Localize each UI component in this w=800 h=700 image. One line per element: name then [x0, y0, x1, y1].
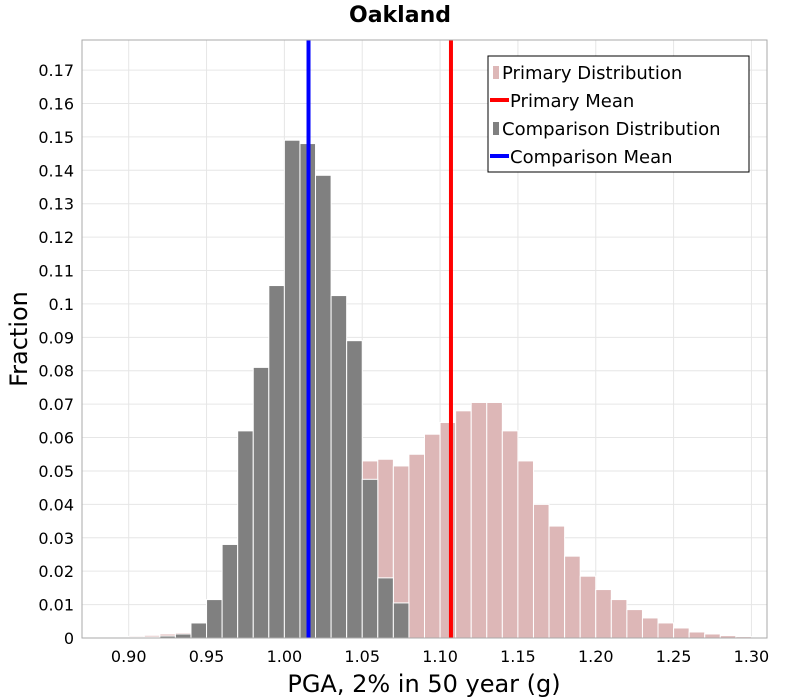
y-tick-label: 0.03	[38, 529, 74, 548]
x-tick-label: 1.20	[578, 647, 614, 666]
x-tick-label: 0.95	[189, 647, 225, 666]
y-tick-label: 0.01	[38, 596, 74, 615]
primary-bar	[564, 555, 581, 639]
y-tick-label: 0.02	[38, 562, 74, 581]
comparison-bar	[206, 599, 223, 639]
primary-bar	[532, 503, 550, 639]
legend-label-primary-distribution: Primary Distribution	[502, 63, 682, 84]
y-tick-label: 0.11	[38, 262, 74, 281]
comparison-bar	[221, 543, 239, 639]
mean-lines-layer	[306, 40, 453, 638]
comparison-bar	[252, 366, 270, 639]
y-tick-label: 0.04	[38, 495, 74, 514]
plot-area-frame	[81, 39, 768, 639]
x-axis-label: PGA, 2% in 50 year (g)	[287, 670, 560, 698]
x-tick-label: 1.30	[734, 647, 770, 666]
y-tick-label: 0.15	[38, 128, 74, 147]
legend-label-comparison-mean: Comparison Mean	[510, 147, 673, 168]
bars-layer	[97, 139, 752, 639]
primary-bar	[626, 609, 643, 639]
primary-bar	[688, 631, 706, 639]
x-tick-label: 1.00	[267, 647, 303, 666]
primary-bar	[641, 617, 659, 639]
comparison-bar	[283, 139, 301, 639]
primary-bar	[408, 453, 426, 639]
primary-bar	[673, 627, 690, 639]
primary-bar	[657, 622, 675, 639]
x-tick-label: 0.90	[111, 647, 147, 666]
primary-bar	[455, 410, 472, 639]
comparison-bar	[392, 602, 410, 639]
y-tick-label: 0.06	[38, 429, 74, 448]
comparison-bar	[315, 174, 332, 639]
legend-swatch-primary-distribution	[493, 66, 499, 79]
y-tick-label: 0.05	[38, 462, 74, 481]
primary-bar	[595, 589, 612, 639]
primary-bar	[501, 430, 519, 639]
y-axis-ticks: 0 0.01 0.02 0.03 0.04 0.05 0.06 0.07 0.08 0.09 0.1…	[38, 61, 74, 648]
comparison-bar	[268, 285, 285, 639]
x-tick-label: 1.10	[422, 647, 458, 666]
primary-bar	[517, 460, 534, 639]
legend-label-comparison-distribution: Comparison Distribution	[502, 119, 721, 140]
primary-bar	[704, 633, 721, 639]
comparison-bar	[330, 295, 348, 639]
x-tick-label: 1.15	[500, 647, 536, 666]
y-tick-label: 0.1	[49, 295, 74, 314]
x-axis-ticks: 0.90 0.95 1.00 1.05 1.10 1.15 1.20 1.25 1.30	[111, 647, 769, 666]
y-tick-label: 0.13	[38, 195, 74, 214]
y-tick-label: 0.12	[38, 228, 74, 247]
x-tick-label: 1.25	[656, 647, 692, 666]
comparison-bar	[174, 633, 192, 639]
legend-box	[487, 55, 750, 173]
comparison-bar	[377, 577, 394, 639]
legend-swatch-comparison-distribution	[493, 122, 499, 135]
primary-bar	[610, 599, 628, 639]
y-tick-label: 0.17	[38, 61, 74, 80]
x-tick-label: 1.05	[344, 647, 380, 666]
y-tick-label: 0.08	[38, 362, 74, 381]
legend: Primary Distribution Primary Mean Comparis…	[487, 55, 750, 173]
comparison-bar	[346, 340, 363, 639]
y-axis-label: Fraction	[5, 291, 33, 387]
y-tick-label: 0	[64, 629, 74, 648]
primary-bar	[439, 422, 457, 639]
y-tick-label: 0.16	[38, 94, 74, 113]
y-tick-label: 0.14	[38, 161, 74, 180]
chart-title: Oakland	[349, 3, 451, 28]
primary-bar	[424, 433, 441, 639]
comparison-bar	[237, 430, 254, 639]
primary-bar	[486, 401, 503, 639]
y-tick-label: 0.07	[38, 395, 74, 414]
y-tick-label: 0.09	[38, 328, 74, 347]
primary-bar	[579, 575, 597, 639]
comparison-bar	[361, 478, 379, 639]
comparison-bar	[190, 622, 208, 639]
legend-label-primary-mean: Primary Mean	[510, 91, 634, 112]
primary-bar	[470, 401, 488, 639]
primary-bar	[548, 525, 566, 639]
